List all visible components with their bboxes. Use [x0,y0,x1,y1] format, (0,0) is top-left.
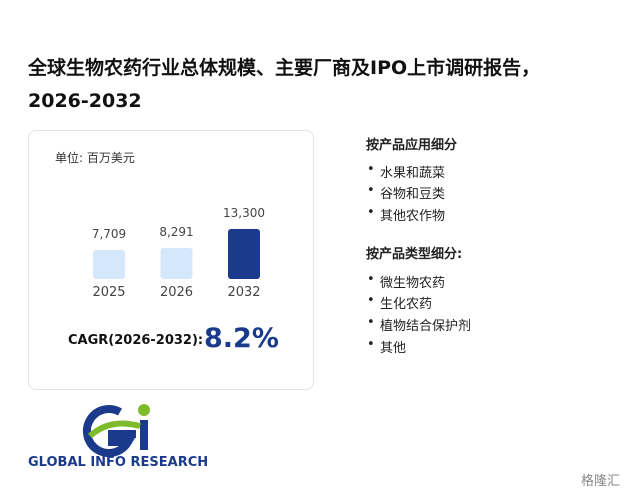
segment-heading: 按产品类型细分: [366,247,463,262]
title: 全球生物农药行业总体规模、主要厂商及IPO上市调研报告，2026-2032 [28,57,541,112]
value-label: 7,709 [92,227,126,241]
value-label: 13,300 [223,206,265,220]
logo-mark [82,404,150,458]
segment-item: 其他农作物 [367,205,445,224]
x-tick-label: 2026 [160,285,193,300]
segment-heading: 按产品应用细分 [366,138,458,153]
unit-label: 单位: 百万美元 [55,151,135,165]
segment-item: 水果和蔬菜 [367,162,445,181]
segment-item: 微生物农药 [367,272,445,291]
segment-item: 生化农药 [367,293,432,312]
bar [228,229,260,279]
bar [160,247,193,279]
segment-item: 其他 [367,337,406,356]
cagr-value: 8.2% [204,323,279,354]
card [28,130,314,390]
x-tick-label: 2032 [227,285,260,300]
logo-text: GLOBAL INFO RESEARCH [28,455,209,470]
cagr-label: CAGR(2026-2032): [68,333,204,348]
x-tick-label: 2025 [92,285,125,300]
watermark: 格隆汇 [580,474,620,489]
bar [93,250,125,279]
segment-item: 谷物和豆类 [367,183,445,202]
value-label: 8,291 [159,225,193,239]
segment-item: 植物结合保护剂 [367,315,471,334]
